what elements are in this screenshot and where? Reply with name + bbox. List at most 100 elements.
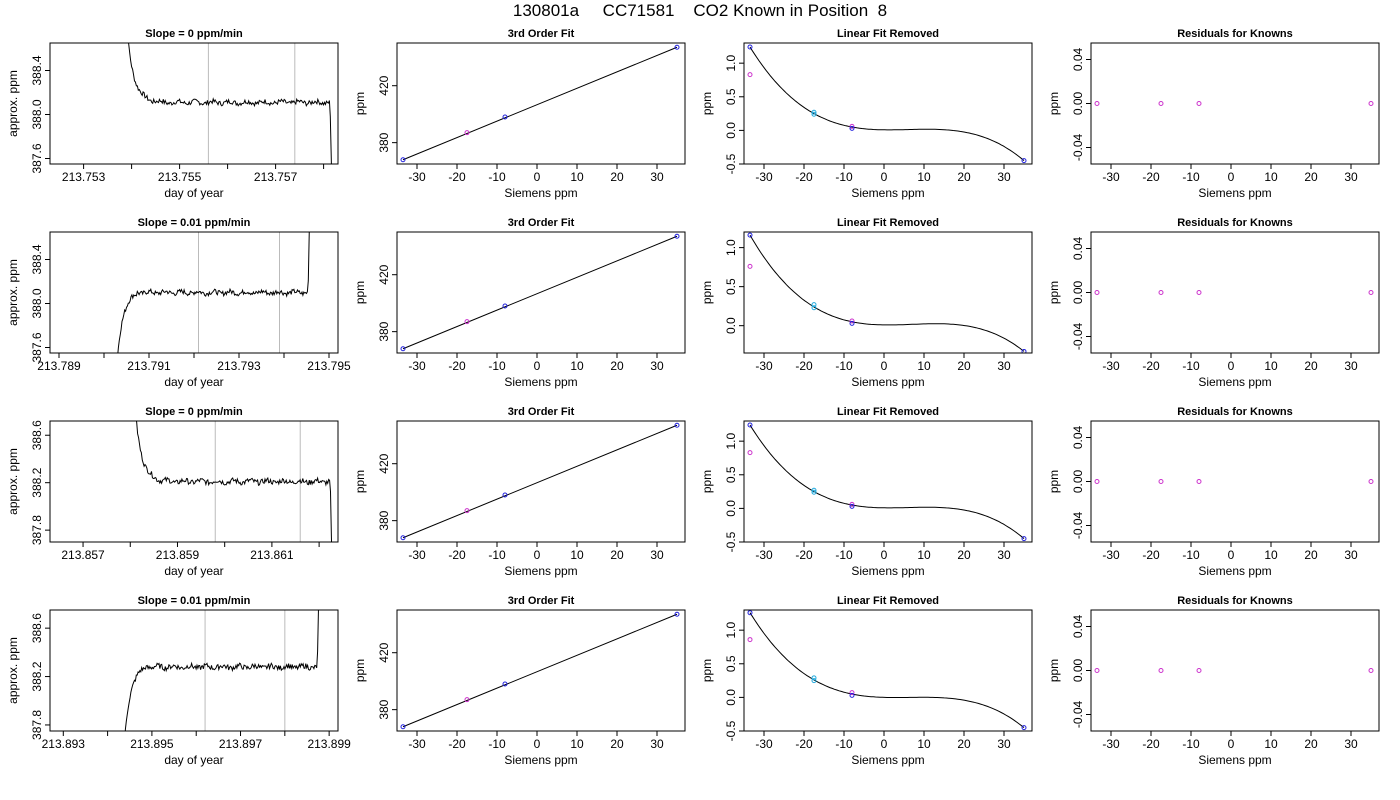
y-tick-label: 0.00 xyxy=(1071,91,1085,115)
y-tick-label: 0.5 xyxy=(724,278,738,295)
data-point xyxy=(400,724,406,730)
y-tick-label: 388.0 xyxy=(30,288,44,318)
y-tick-label: -0.5 xyxy=(724,720,738,741)
data-point xyxy=(1368,479,1374,484)
x-tick-label: 0 xyxy=(881,548,888,562)
chart-panel-1: Slope = 0 ppm/min day of year approx. ppm 2… xyxy=(6,28,339,200)
x-tick-label: -30 xyxy=(1102,359,1120,373)
fit-line xyxy=(402,46,678,161)
y-tick-label: 420 xyxy=(377,75,391,95)
x-tick-label: -20 xyxy=(448,737,466,751)
x-tick-label: 213.795 xyxy=(307,359,351,373)
x-axis-label: day of year xyxy=(164,186,223,200)
x-tick-label: -20 xyxy=(1142,548,1160,562)
data-point xyxy=(1368,101,1374,106)
data-point xyxy=(811,487,817,493)
y-tick-label: 380 xyxy=(377,699,391,719)
data-point xyxy=(464,319,470,325)
y-axis-label: ppm xyxy=(353,92,367,115)
y-axis-label: ppm xyxy=(1047,92,1061,115)
x-tick-label: -10 xyxy=(488,737,506,751)
data-point xyxy=(811,489,817,495)
plot-frame xyxy=(1090,609,1380,732)
data-point xyxy=(849,125,855,131)
y-tick-label: -0.04 xyxy=(1071,512,1085,540)
y-tick-label: 0.04 xyxy=(1071,47,1085,71)
y-tick-label: 388.4 xyxy=(30,244,44,274)
plot-area xyxy=(117,232,310,353)
x-tick-label: 30 xyxy=(997,170,1011,184)
panel-title: Linear Fit Removed xyxy=(837,406,939,418)
figure-title: 130801a CC71581 CO2 Known in Position 8 xyxy=(512,1,888,20)
x-tick-label: 30 xyxy=(650,737,664,751)
x-tick-label: -10 xyxy=(1182,737,1200,751)
fit-line xyxy=(402,613,678,728)
x-tick-label: -30 xyxy=(1102,170,1120,184)
data-point xyxy=(811,305,817,311)
chart-panel-13: Slope = 0.01 ppm/min day of year approx. p… xyxy=(6,595,351,767)
concentration-trace xyxy=(128,43,332,164)
x-tick-label: -20 xyxy=(1142,737,1160,751)
plot-frame xyxy=(396,609,686,732)
y-tick-label: -0.04 xyxy=(1071,134,1085,162)
x-tick-label: 10 xyxy=(917,170,931,184)
plot-area xyxy=(1094,290,1374,295)
y-tick-label: -0.04 xyxy=(1071,323,1085,351)
x-tick-label: 20 xyxy=(957,737,971,751)
x-tick-label: -30 xyxy=(408,359,426,373)
data-point xyxy=(464,130,470,136)
cubic-fit-curve xyxy=(749,612,1025,728)
x-tick-label: -30 xyxy=(1102,548,1120,562)
chart-panel-11: Linear Fit Removed Siemens ppm ppm -30 -20 -1… xyxy=(700,406,1033,578)
plot-frame xyxy=(743,42,1033,165)
concentration-trace xyxy=(135,421,333,542)
x-tick-label: 20 xyxy=(1304,359,1318,373)
y-tick-label: 388.2 xyxy=(30,661,44,691)
y-tick-label: 420 xyxy=(377,453,391,473)
concentration-trace xyxy=(117,232,310,353)
x-tick-label: -30 xyxy=(755,737,773,751)
y-axis-label: ppm xyxy=(353,281,367,304)
x-tick-label: 30 xyxy=(650,359,664,373)
panel-title: Linear Fit Removed xyxy=(837,217,939,229)
cubic-fit-curve xyxy=(749,424,1025,539)
x-tick-label: -30 xyxy=(755,359,773,373)
data-point xyxy=(674,611,680,617)
x-tick-label: 0 xyxy=(534,170,541,184)
x-tick-label: 30 xyxy=(650,548,664,562)
chart-panel-10: 3rd Order Fit Siemens ppm ppm -30 -20 -10 0 10 2… xyxy=(353,406,686,578)
y-tick-label: 0.00 xyxy=(1071,280,1085,304)
panel-title: 3rd Order Fit xyxy=(508,406,575,418)
plot-frame xyxy=(396,420,686,543)
x-tick-label: 20 xyxy=(957,170,971,184)
x-tick-label: 0 xyxy=(534,548,541,562)
x-tick-label: 10 xyxy=(1264,548,1278,562)
x-tick-label: 30 xyxy=(1344,170,1358,184)
data-point xyxy=(1158,290,1164,295)
y-tick-label: 0.0 xyxy=(724,317,738,334)
plot-frame xyxy=(396,231,686,354)
x-tick-label: -10 xyxy=(835,737,853,751)
x-tick-label: -20 xyxy=(795,170,813,184)
data-point xyxy=(849,690,855,696)
y-tick-label: 387.6 xyxy=(30,143,44,173)
x-axis-label: Siemens ppm xyxy=(851,375,924,389)
x-axis-label: day of year xyxy=(164,564,223,578)
x-tick-label: 213.789 xyxy=(37,359,81,373)
data-point xyxy=(849,123,855,129)
x-tick-label: -10 xyxy=(1182,548,1200,562)
data-point xyxy=(747,72,753,78)
concentration-trace xyxy=(124,610,319,731)
x-axis-label: Siemens ppm xyxy=(1198,375,1271,389)
data-point xyxy=(502,303,508,309)
panel-title: Residuals for Knowns xyxy=(1177,406,1293,418)
y-tick-label: 0.5 xyxy=(724,655,738,672)
x-tick-label: -20 xyxy=(1142,170,1160,184)
chart-panel-14: 3rd Order Fit Siemens ppm ppm -30 -20 -10 0 10 2… xyxy=(353,595,686,767)
plot-area xyxy=(747,232,1027,353)
y-axis-label: ppm xyxy=(1047,470,1061,493)
x-axis-label: Siemens ppm xyxy=(851,564,924,578)
x-tick-label: 20 xyxy=(1304,737,1318,751)
data-point xyxy=(1196,290,1202,295)
x-tick-label: 213.893 xyxy=(42,737,86,751)
